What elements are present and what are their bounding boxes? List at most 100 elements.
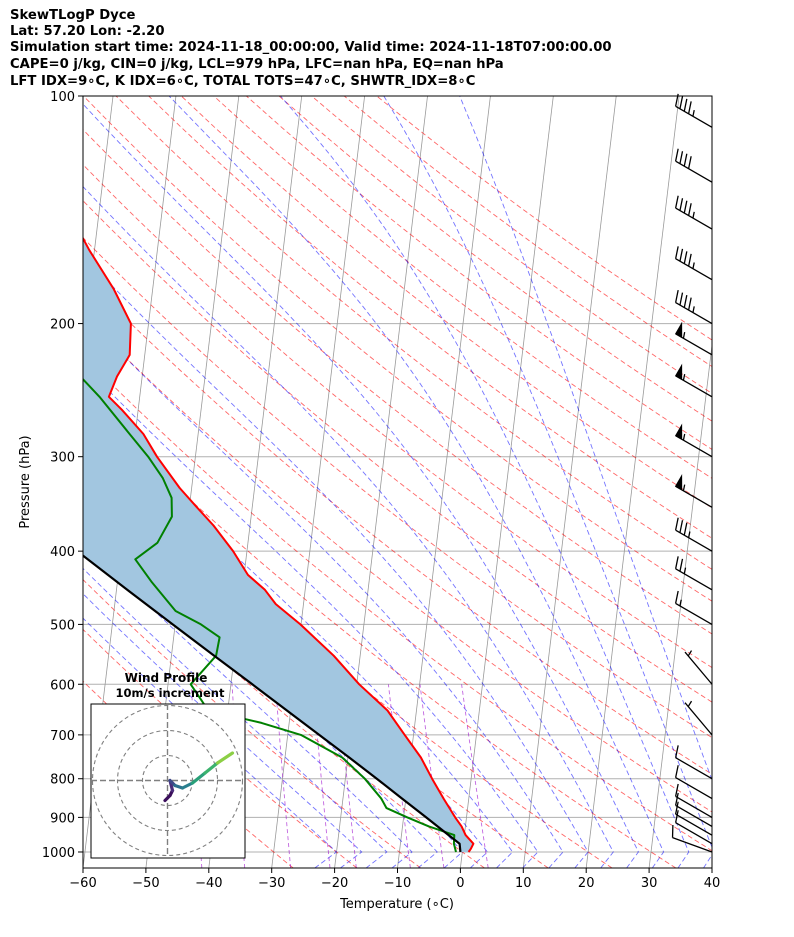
wind-barb (674, 474, 713, 508)
hodograph-inset: Wind Profile 10m/s increment (90, 671, 246, 859)
isotherm (522, 96, 617, 868)
dry-adiabat (180, 96, 712, 509)
moist-adiabat (83, 540, 413, 868)
axis-ticks: −60 −50 −40 −30 −20 −10 0 10 20 30 40 1000 900 800 700… (42, 90, 720, 891)
isotherm (83, 96, 114, 349)
dry-adiabat (213, 96, 712, 479)
isotherm (271, 96, 366, 868)
wind-barb (674, 148, 713, 183)
hodograph-segment (215, 751, 235, 765)
dry-adiabat (83, 314, 712, 813)
index-parameters: LFT IDX=9∘C, K IDX=6∘C, TOTAL TOTS=47∘C,… (10, 74, 476, 89)
isotherm (460, 96, 554, 868)
moist-adiabat (83, 617, 338, 868)
cin-shading (83, 238, 474, 852)
dry-adiabat (83, 275, 712, 775)
y-tick-label: 200 (50, 318, 75, 333)
dry-adiabat (83, 237, 712, 739)
moist-adiabat (383, 96, 712, 868)
temperature-line (83, 236, 475, 853)
x-tick-label: −60 (69, 876, 96, 891)
profile-lines (83, 236, 475, 853)
moist-adiabat (168, 96, 665, 868)
dry-adiabat (83, 579, 421, 868)
hodograph-segment (180, 781, 195, 790)
wind-barb (674, 93, 713, 128)
y-tick-label: 400 (50, 545, 75, 560)
isotherm (648, 342, 712, 868)
wind-barb (674, 801, 713, 836)
wind-barb (674, 556, 713, 591)
wind-barb (674, 810, 713, 845)
wind-barb (674, 590, 713, 625)
moist-adiabat (280, 96, 690, 868)
dewpoint-line (83, 377, 457, 853)
isotherm (711, 864, 712, 868)
y-tick-label: 800 (50, 773, 75, 788)
wind-barb (671, 824, 713, 853)
wind-barb (674, 290, 713, 325)
y-tick-label: 500 (50, 618, 75, 633)
wind-barb (674, 517, 713, 552)
wind-barb (674, 792, 713, 827)
x-tick-label: −10 (384, 876, 411, 891)
wind-barb (684, 650, 713, 685)
mixing-ratio-line (461, 684, 489, 868)
wind-barb (674, 195, 713, 230)
dry-adiabat (115, 96, 712, 570)
dry-adiabat (83, 355, 712, 852)
moist-adiabat (459, 96, 712, 782)
wind-barb (674, 765, 713, 800)
hodograph-segment (190, 771, 207, 785)
wind-barb (674, 246, 713, 281)
x-tick-label: 30 (641, 876, 658, 891)
dry-adiabat (83, 200, 712, 703)
wind-barb (684, 700, 713, 736)
y-tick-label: 600 (50, 678, 75, 693)
chart-title: SkewTLogP Dyce (10, 8, 136, 23)
dry-adiabat (278, 96, 712, 422)
isotherm (397, 96, 491, 868)
moist-adiabat (83, 363, 539, 868)
simulation-times: Simulation start time: 2024-11-18_00:00:… (10, 40, 612, 55)
x-axis-label: Temperature (∘C) (339, 897, 454, 912)
y-tick-label: 100 (50, 90, 75, 105)
wind-barb (674, 783, 713, 818)
inset-title: Wind Profile (125, 671, 208, 685)
parcel-path-line (83, 554, 462, 853)
moist-adiabat (83, 103, 639, 868)
moist-adiabat (83, 593, 363, 868)
x-tick-label: −20 (321, 876, 348, 891)
wind-barb (674, 745, 713, 780)
y-tick-label: 300 (50, 451, 75, 466)
x-tick-label: −40 (195, 876, 222, 891)
y-axis-label: Pressure (hPa) (18, 435, 33, 528)
dry-adiabat (83, 628, 358, 868)
moist-adiabat (83, 313, 564, 868)
x-tick-label: −50 (132, 876, 159, 891)
mixing-ratio-line (274, 684, 292, 868)
wind-barb (674, 321, 713, 356)
moist-adiabat (83, 407, 514, 868)
location-coordinates: Lat: 57.20 Lon: -2.20 (10, 24, 165, 39)
wind-barb (674, 423, 713, 458)
x-tick-label: 20 (578, 876, 595, 891)
dry-adiabat (83, 129, 712, 635)
x-tick-label: −30 (258, 876, 285, 891)
dry-adiabat (376, 96, 712, 341)
moist-adiabat (83, 567, 388, 868)
moist-adiabat (83, 185, 614, 868)
wind-barbs (671, 93, 713, 853)
hodograph-segment (203, 761, 220, 775)
y-tick-label: 1000 (42, 846, 75, 861)
inset-subtitle: 10m/s increment (116, 686, 225, 700)
x-tick-label: 10 (515, 876, 532, 891)
wind-barb (674, 363, 713, 398)
moist-adiabat (83, 254, 589, 868)
y-tick-label: 900 (50, 811, 75, 826)
y-tick-label: 700 (50, 729, 75, 744)
dry-adiabat (83, 96, 712, 602)
x-tick-label: 40 (704, 876, 721, 891)
x-tick-label: 0 (456, 876, 464, 891)
